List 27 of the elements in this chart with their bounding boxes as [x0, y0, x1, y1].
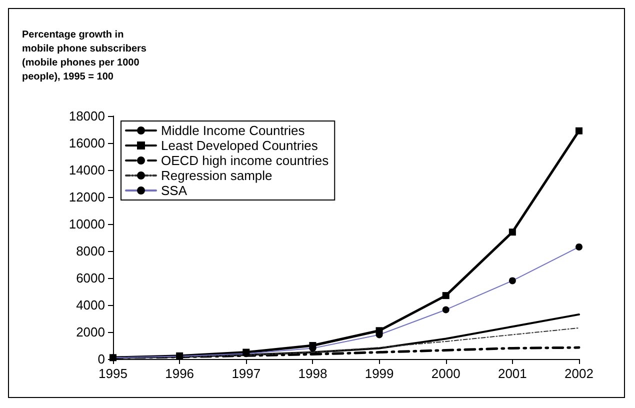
y-tick-label: 14000 [68, 162, 105, 178]
y-tick-label: 0 [98, 352, 105, 366]
y-axis-title: Percentage growth in mobile phone subscribers (mobile phones per 1000 people), 1995 = 100 [22, 30, 150, 82]
y-tick-label: 8000 [76, 244, 105, 258]
x-tick-label: 1996 [165, 366, 194, 381]
x-tick-label: 1999 [364, 366, 394, 381]
point [442, 292, 450, 300]
x-tick-label: 1998 [298, 366, 328, 381]
legend-label: Least Developed Countries [161, 138, 318, 153]
y-tick-label: 6000 [76, 270, 105, 286]
x-tick-label: 2001 [498, 366, 527, 381]
x-tick-label: 1997 [232, 366, 261, 381]
legend-label: OECD high income countries [161, 153, 330, 168]
y-tick-label: 12000 [68, 190, 105, 204]
y-tick-label: 16000 [68, 136, 105, 150]
point [508, 228, 516, 236]
legend-label: SSA [161, 183, 188, 198]
y-tick-label: 18000 [68, 108, 105, 124]
point [576, 127, 582, 134]
legend-label: Regression sample [161, 168, 272, 183]
y-tick-label: 2000 [76, 324, 105, 340]
x-tick-label: 2000 [431, 366, 460, 381]
x-tick-label: 1995 [98, 366, 128, 381]
y-tick-label: 10000 [68, 216, 105, 232]
y-tick-label: 4000 [76, 298, 105, 312]
legend-label: Middle Income Countries [161, 123, 306, 138]
x-tick-label: 2002 [564, 366, 594, 381]
